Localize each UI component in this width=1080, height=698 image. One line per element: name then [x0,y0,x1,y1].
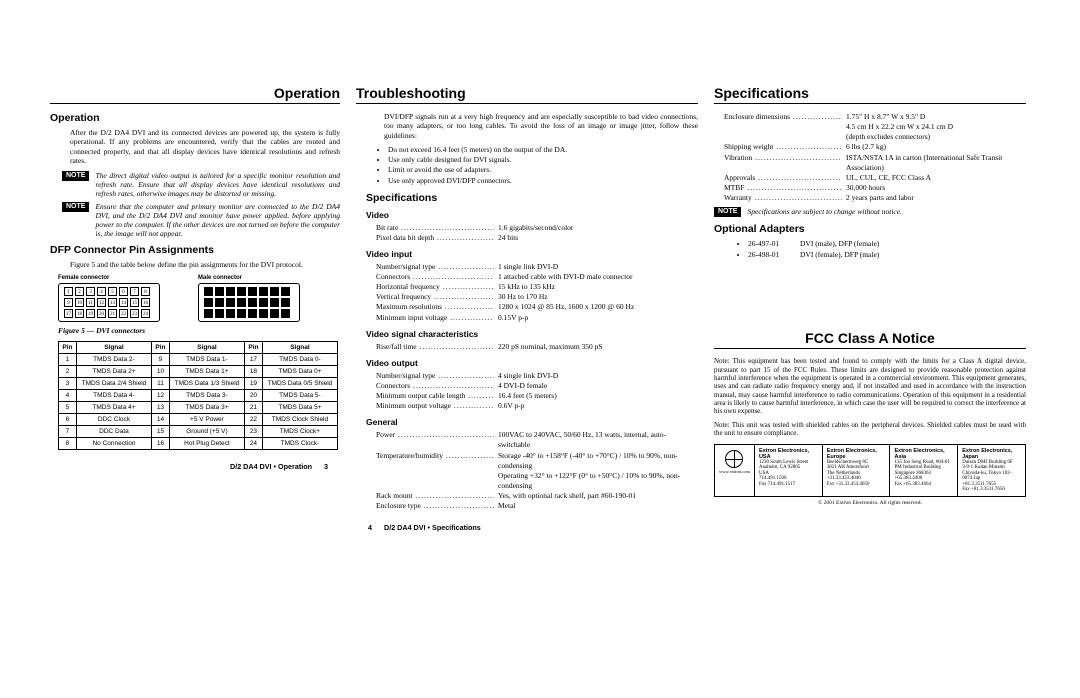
figure-caption: Figure 5 — DVI connectors [58,326,340,335]
dfp-intro: Figure 5 and the table below define the … [70,260,340,269]
note-tag: NOTE [62,202,89,212]
note-tag: NOTE [714,207,741,217]
sub-optional-adapters: Optional Adapters [714,223,1026,235]
contact-japan: Extron Electronics, JapanDaisan DMJ Buil… [957,445,1025,496]
contact-box: www.extron.com Extron Electronics, USA12… [714,444,1026,497]
contact-globe: www.extron.com [715,445,754,496]
note-2: NOTE Ensure that the computer and primar… [62,202,340,238]
globe-icon [725,450,743,468]
operation-intro: After the D/2 DA4 DVI and its connected … [70,128,340,166]
table-row: 1TMDS Data 2-9TMDS Data 1-17TMDS Data 0- [59,353,338,365]
footer-col1: D/2 DA4 DVI • Operation 3 [50,462,340,471]
column-operation: Operation Operation After the D/2 DA4 DV… [40,85,340,678]
pin-table: PinSignalPinSignalPinSignal 1TMDS Data 2… [58,341,338,450]
note-tag: NOTE [62,171,89,181]
sub-specifications: Specifications [366,192,698,204]
contact-asia: Extron Electronics, Asia135 Joo Seng Roa… [889,445,957,496]
contact-europe: Extron Electronics, EuropeBeeldschermweg… [822,445,890,496]
note-1: NOTE The direct digital video output is … [62,171,340,198]
copyright: © 2001 Extron Electronics. All rights re… [714,500,1026,506]
troubleshooting-intro: DVI/DFP signals run at a very high frequ… [384,112,698,140]
table-row: 5TMDS Data 4+13TMDS Data 3+21TMDS Data 5… [59,401,338,413]
sub-operation: Operation [50,112,340,124]
heading-fcc: FCC Class A Notice [714,330,1026,349]
sub-dfp: DFP Connector Pin Assignments [50,244,340,256]
heading-troubleshooting: Troubleshooting [356,85,698,104]
fcc-para-1: Note: This equipment has been tested and… [714,357,1026,416]
dvi-diagram: Female connector 12345678 91011121314151… [58,275,340,322]
column-troubleshooting: Troubleshooting DVI/DFP signals run at a… [356,85,698,678]
footer-col2: 4 D/2 DA4 DVI • Specifications [356,523,698,532]
note-specs-change: NOTE Specifications are subject to chang… [714,207,1026,217]
troubleshooting-bullets: Do not exceed 16.4 feet (5 meters) on th… [388,145,698,186]
table-row: 3TMDS Data 2/4 Shield11TMDS Data 1/3 Shi… [59,377,338,389]
table-row: 6DDC Clock14+5 V Power22TMDS Clock Shiel… [59,413,338,425]
heading-specs-cont: Specifications [714,85,1026,104]
table-row: 2TMDS Data 2+10TMDS Data 1+18TMDS Data 0… [59,365,338,377]
spec-groups: VideoBit rate1.6 gigabits/second/colorPi… [356,210,698,512]
table-row: 7DDC Data15Ground (+5 V)23TMDS Clock+ [59,425,338,437]
male-connector: Male connector [198,275,308,322]
female-connector: Female connector 12345678 91011121314151… [58,275,168,322]
female-conn-box: 12345678 910111213141516 171819202122232… [58,283,160,322]
contact-usa: Extron Electronics, USA1230 South Lewis … [754,445,822,496]
column-specifications: Specifications Enclosure dimensions1.75"… [714,85,1026,678]
spec-lines-col3: Enclosure dimensions1.75" H x 8.7" W x 9… [714,112,1026,203]
table-row: 4TMDS Data 4-12TMDS Data 3-20TMDS Data 5… [59,389,338,401]
fcc-para-2: Note: This unit was tested with shielded… [714,421,1026,438]
heading-operation: Operation [50,85,340,104]
table-row: 8No Connection16Hot Plug Detect24TMDS Cl… [59,437,338,449]
male-conn-box [198,283,300,322]
adapter-list: 26-497-01DVI (male), DFP (female)26-498-… [748,239,1026,260]
